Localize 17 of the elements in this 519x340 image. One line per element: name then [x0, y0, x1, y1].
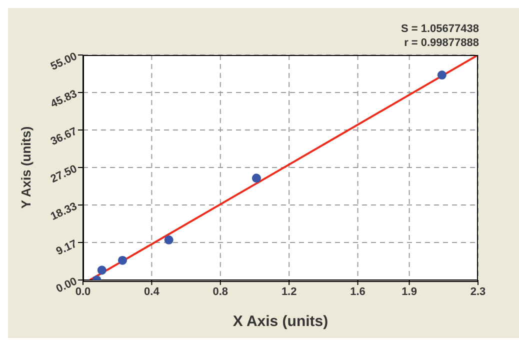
- y-tick-label: 9.17: [54, 238, 79, 258]
- x-axis-title: X Axis (units): [232, 313, 328, 330]
- x-tick-label: 1.2: [281, 286, 297, 298]
- text: S = 1.05677438: [401, 22, 479, 36]
- y-tick-label: 55.00: [48, 50, 79, 73]
- y-tick-label: 27.50: [48, 162, 79, 186]
- text: r = 0.99877888: [403, 36, 479, 50]
- x-tick-label: 0.0: [75, 286, 91, 298]
- x-tick-label: 1.9: [402, 286, 417, 298]
- y-tick-label: 45.83: [48, 88, 79, 110]
- y-tick-label: 36.67: [48, 125, 79, 148]
- y-axis-title: Y Axis (units): [18, 126, 34, 209]
- x-tick-label: 0.4: [144, 286, 160, 298]
- x-tick-label: 2.3: [470, 286, 486, 298]
- y-tick-label: 18.33: [48, 200, 79, 223]
- x-tick-label: 1.6: [350, 286, 366, 298]
- x-tick-label: 0.8: [212, 286, 228, 298]
